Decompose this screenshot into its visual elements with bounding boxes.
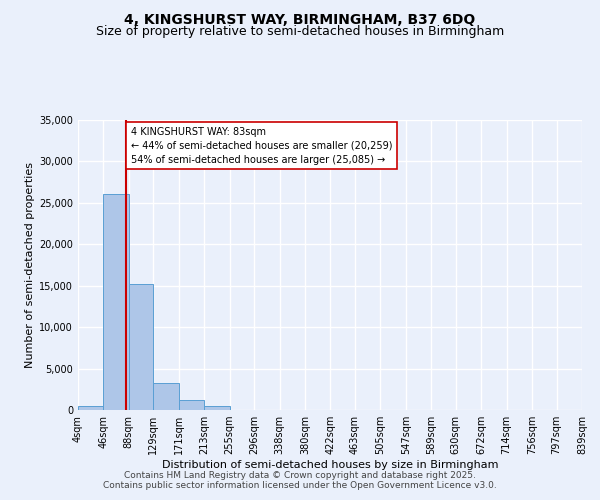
Bar [78,406,103,410]
Bar [129,284,154,410]
Bar [103,194,129,410]
Bar [179,400,204,410]
Y-axis label: Number of semi-detached properties: Number of semi-detached properties [25,162,35,368]
Bar [204,406,230,410]
Text: Size of property relative to semi-detached houses in Birmingham: Size of property relative to semi-detach… [96,25,504,38]
X-axis label: Distribution of semi-detached houses by size in Birmingham: Distribution of semi-detached houses by … [162,460,498,470]
Text: Contains HM Land Registry data © Crown copyright and database right 2025.: Contains HM Land Registry data © Crown c… [124,471,476,480]
Text: 4, KINGSHURST WAY, BIRMINGHAM, B37 6DQ: 4, KINGSHURST WAY, BIRMINGHAM, B37 6DQ [124,12,476,26]
Text: 4 KINGSHURST WAY: 83sqm
← 44% of semi-detached houses are smaller (20,259)
54% o: 4 KINGSHURST WAY: 83sqm ← 44% of semi-de… [131,126,392,164]
Text: Contains public sector information licensed under the Open Government Licence v3: Contains public sector information licen… [103,481,497,490]
Bar [154,382,179,410]
